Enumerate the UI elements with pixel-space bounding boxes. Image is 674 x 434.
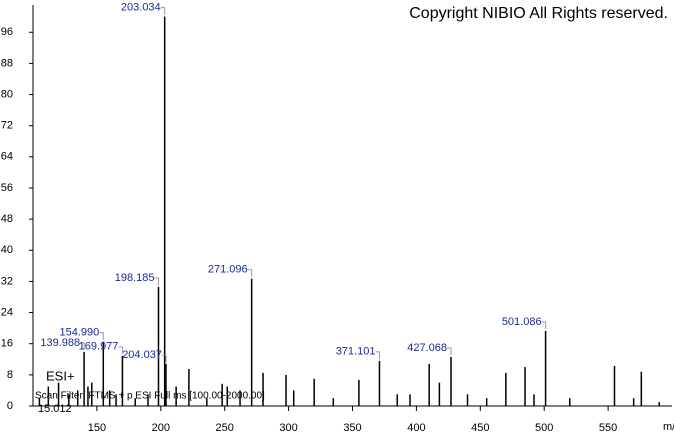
y-tick-label: 56 (1, 182, 13, 194)
x-axis-label: m/z (663, 421, 674, 433)
peak-label: 203.034 (121, 2, 161, 14)
y-tick-label: 64 (1, 151, 13, 163)
x-tick-label: 550 (599, 422, 617, 434)
y-tick-label: 16 (1, 338, 13, 350)
copyright: Copyright NIBIO All Rights reserved. (409, 5, 668, 22)
peak-label: 154.990 (60, 327, 100, 339)
x-tick-label: 300 (279, 422, 297, 434)
peak-label: 501.086 (502, 316, 542, 328)
x-tick-label: 400 (407, 422, 425, 434)
peak-label: 139.988 (40, 337, 80, 349)
label-connector (154, 277, 159, 285)
y-tick-label: 40 (1, 244, 13, 256)
peak-label: 169.977 (79, 341, 119, 353)
label-connector (541, 321, 547, 329)
y-tick-label: 80 (1, 88, 13, 100)
y-tick-label: 48 (1, 213, 13, 225)
label-connector (446, 347, 452, 355)
retention-time: 15.012 (38, 403, 72, 415)
scan-filter: Scan Filter: FTMS + p ESI Full ms [100.0… (35, 391, 265, 402)
x-tick-label: 150 (88, 422, 106, 434)
x-tick-label: 200 (152, 422, 170, 434)
y-tick-label: 96 (1, 26, 13, 38)
peak-label: 271.096 (208, 264, 248, 276)
label-connector (118, 346, 123, 354)
label-connector (160, 7, 166, 15)
x-tick-label: 350 (343, 422, 361, 434)
y-tick-label: 88 (1, 57, 13, 69)
y-tick-label: 72 (1, 120, 13, 132)
y-tick-label: 8 (7, 369, 13, 381)
peak-label: 427.068 (407, 342, 447, 354)
ionization: ESI+ (46, 368, 75, 383)
label-connector (80, 342, 85, 350)
peak-label: 204.037 (122, 349, 162, 361)
x-tick-label: 250 (216, 422, 234, 434)
label-connector (247, 269, 253, 277)
peak-label: 198.185 (115, 272, 155, 284)
peak-label: 371.101 (336, 346, 376, 358)
y-tick-label: 32 (1, 275, 13, 287)
x-tick-label: 450 (471, 422, 489, 434)
y-tick-label: 24 (1, 306, 13, 318)
label-connector (161, 354, 167, 362)
label-connector (375, 351, 380, 359)
y-tick-label: 0 (7, 400, 13, 412)
x-tick-label: 500 (535, 422, 553, 434)
label-connector (99, 332, 104, 340)
